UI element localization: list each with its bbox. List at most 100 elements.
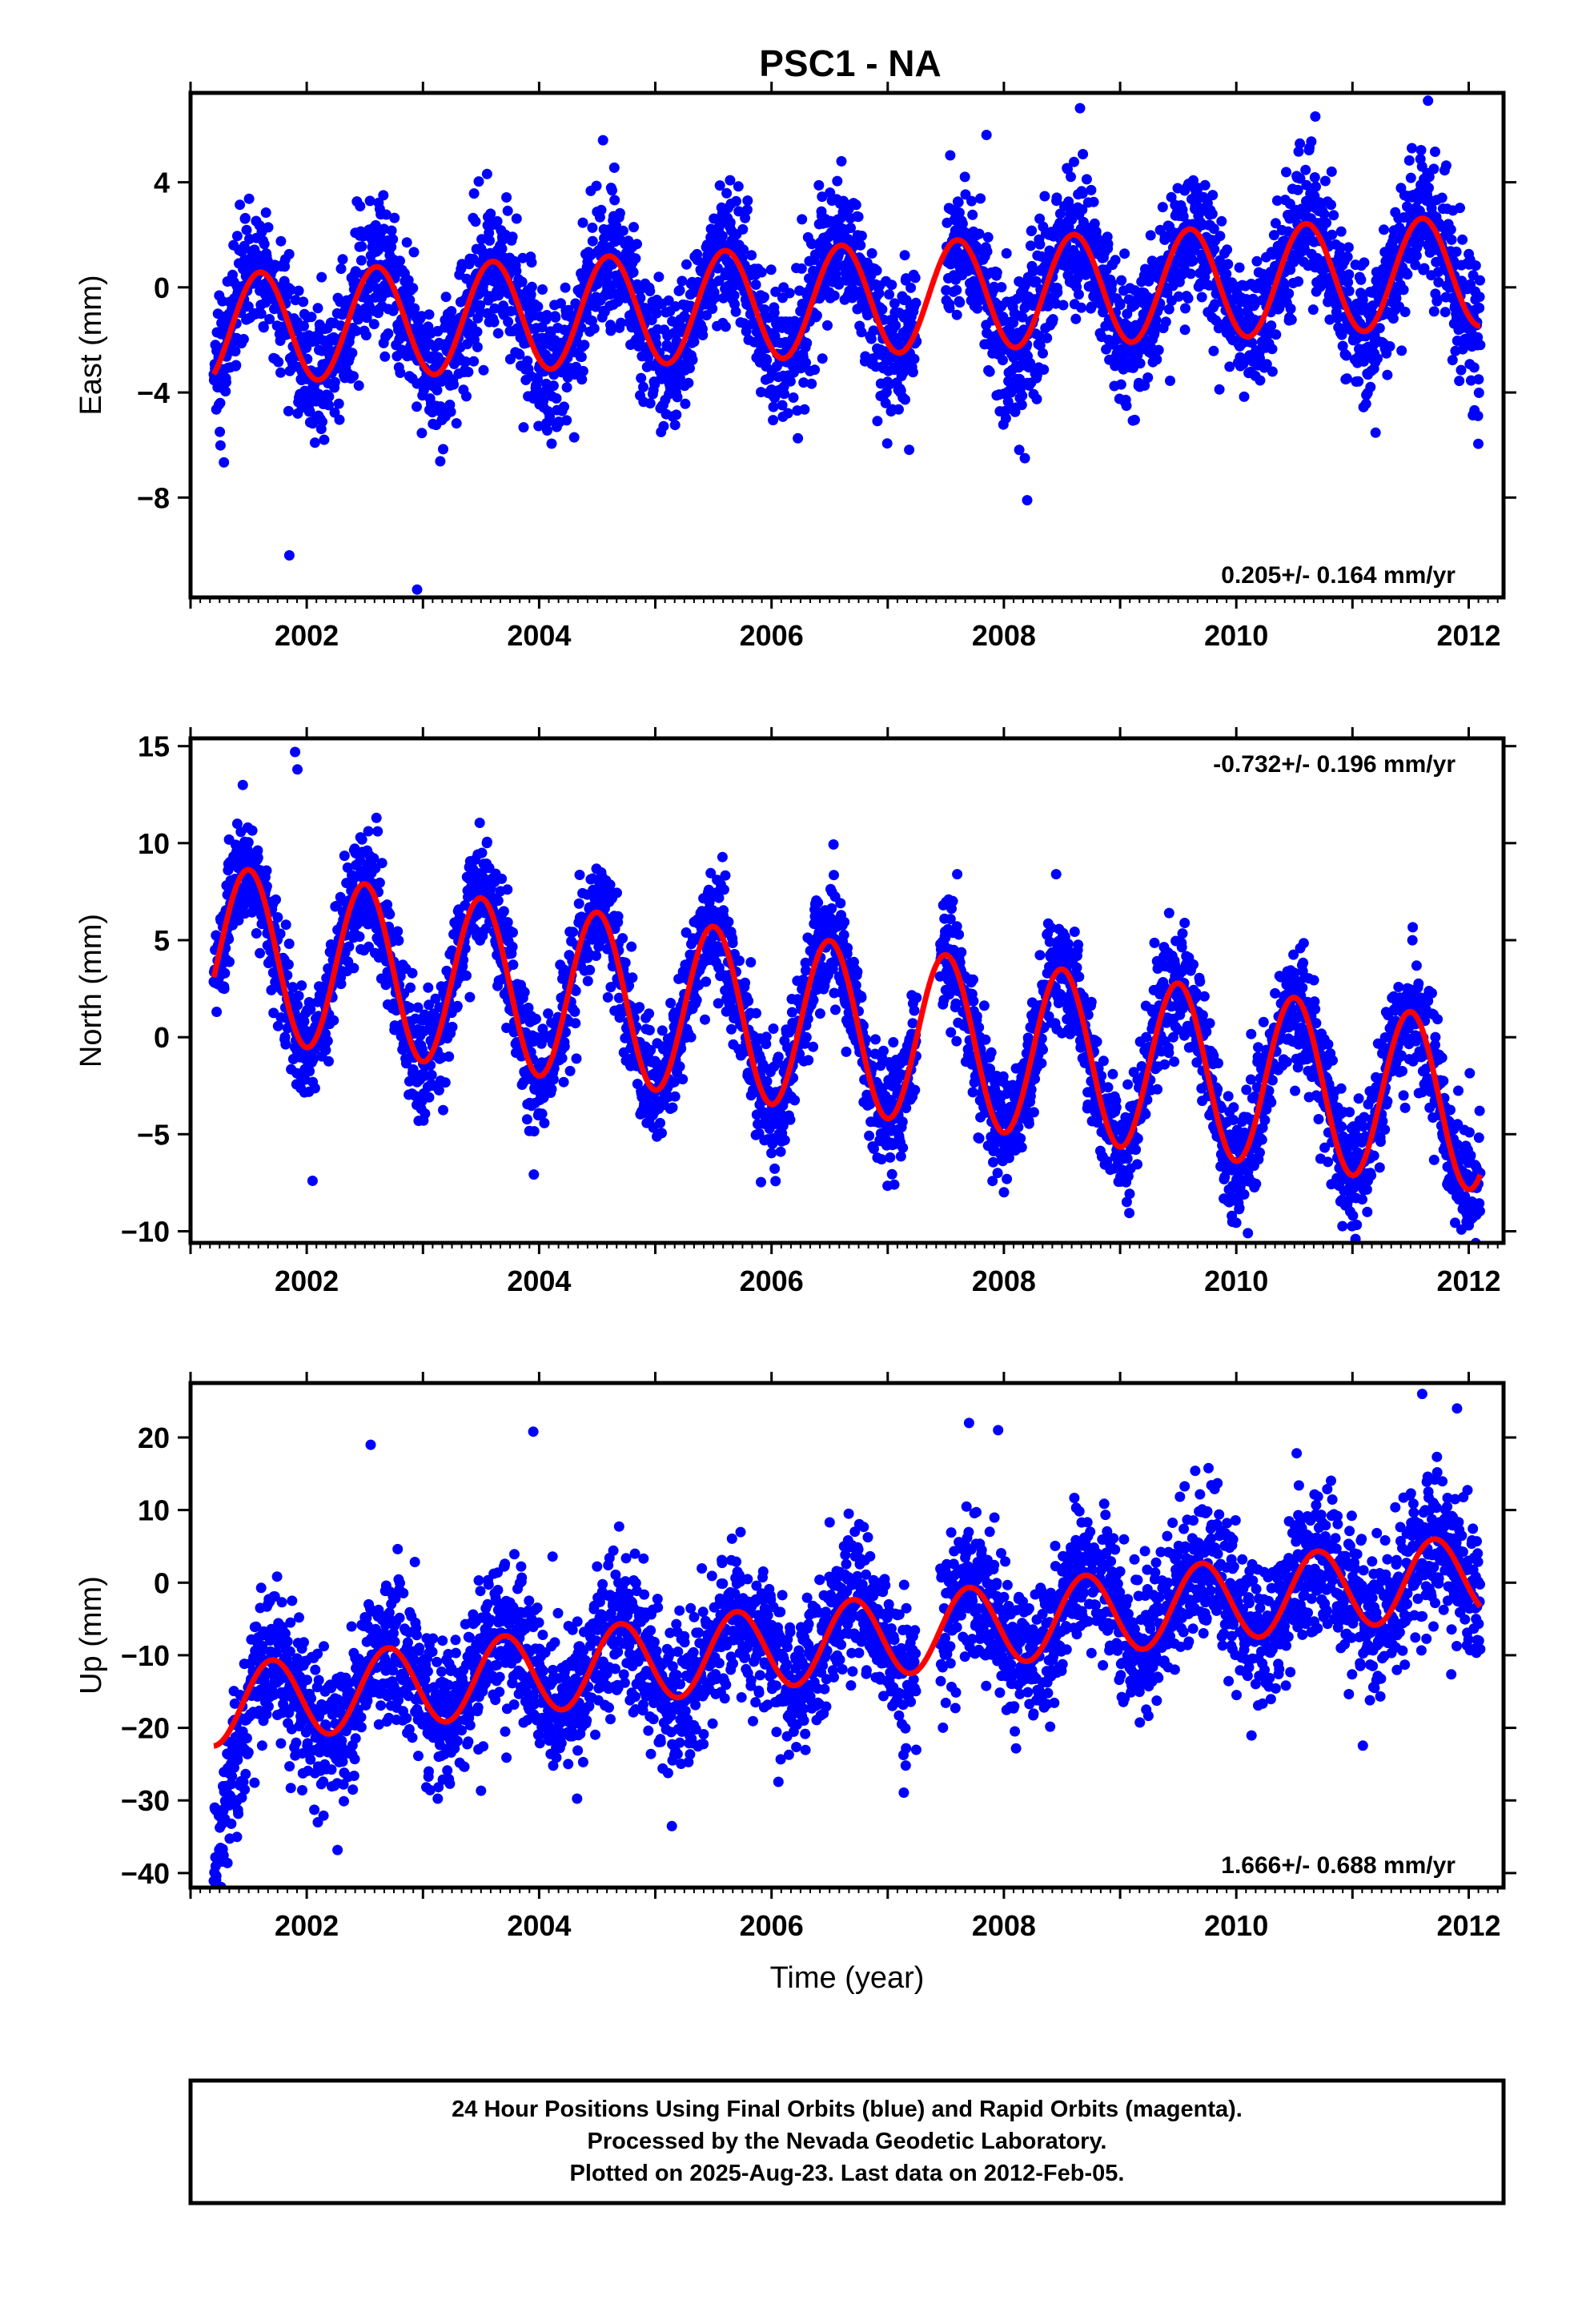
north-data-point	[440, 1077, 451, 1088]
east-data-point	[845, 223, 856, 234]
east-data-point	[1106, 278, 1118, 289]
north-data-point	[573, 898, 584, 909]
east-data-point	[1379, 224, 1389, 235]
east-data-point	[576, 352, 587, 363]
north-data-point	[559, 1041, 570, 1052]
east-data-point	[893, 404, 904, 415]
north-data-point	[420, 1108, 431, 1120]
east-data-point	[293, 285, 304, 296]
east-data-point	[1454, 376, 1465, 387]
east-data-point	[1382, 369, 1393, 380]
north-data-point	[408, 1064, 419, 1075]
east-data-point	[386, 225, 397, 236]
east-data-point	[356, 241, 367, 252]
north-data-point	[356, 834, 367, 845]
east-data-point	[1110, 255, 1121, 266]
east-data-point	[258, 322, 269, 333]
east-data-point	[1002, 396, 1014, 408]
east-data-point	[1081, 174, 1092, 185]
east-data-point	[1472, 410, 1484, 421]
north-data-point	[521, 1114, 532, 1125]
east-data-point	[1398, 284, 1409, 296]
east-data-point	[1430, 147, 1440, 157]
north-data-point	[280, 919, 291, 931]
east-data-point	[537, 284, 548, 295]
east-data-point	[1266, 320, 1277, 332]
east-data-point	[881, 438, 893, 449]
east-data-point	[685, 363, 695, 374]
east-data-point	[231, 360, 242, 371]
east-data-point	[799, 404, 810, 415]
north-data-point	[320, 1044, 331, 1055]
east-data-point	[1162, 287, 1173, 299]
east-data-point	[712, 263, 723, 274]
east-data-point	[769, 308, 780, 318]
east-data-point	[493, 290, 504, 301]
north-data-point	[305, 1004, 316, 1015]
east-data-point	[259, 239, 270, 250]
east-data-point	[669, 420, 681, 431]
east-data-point	[1439, 307, 1451, 318]
north-data-point	[299, 1016, 310, 1027]
east-data-point	[1178, 211, 1189, 222]
north-data-point	[444, 1051, 455, 1062]
east-data-point	[953, 197, 964, 208]
east-data-point	[697, 330, 709, 340]
east-data-point	[432, 384, 443, 396]
north-data-point	[582, 975, 593, 987]
east-data-point	[1014, 373, 1025, 384]
east-data-point	[389, 212, 400, 223]
north-data-point	[348, 963, 359, 974]
east-data-point	[825, 187, 836, 199]
east-data-point	[298, 296, 309, 308]
east-data-point	[478, 364, 489, 376]
north-data-point	[292, 999, 303, 1011]
north-data-point	[461, 970, 472, 981]
east-data-point	[387, 234, 399, 245]
east-data-point	[628, 222, 639, 233]
east-data-point	[364, 195, 375, 207]
east-y-tick-label: 4	[154, 167, 170, 199]
east-data-point	[304, 406, 315, 417]
east-data-point	[866, 247, 877, 259]
north-data-point	[376, 858, 387, 869]
north-data-point	[591, 951, 602, 961]
east-data-point	[412, 584, 423, 595]
north-data-point	[546, 1084, 557, 1095]
east-data-point	[1455, 203, 1465, 214]
east-data-point	[1074, 103, 1086, 114]
north-data-point	[343, 941, 355, 952]
east-data-point	[770, 286, 781, 297]
east-data-point	[551, 393, 562, 404]
east-data-point	[959, 171, 970, 183]
east-data-point	[559, 401, 569, 412]
east-data-point	[329, 376, 340, 388]
east-data-point	[424, 309, 435, 320]
east-data-point	[360, 330, 371, 341]
north-data-point	[458, 955, 469, 966]
north-data-point	[231, 818, 243, 830]
east-data-point	[1180, 303, 1191, 314]
east-data-point	[1396, 345, 1407, 356]
north-data-point	[548, 1074, 559, 1085]
east-data-point	[1402, 269, 1413, 280]
north-data-point	[219, 983, 230, 995]
east-data-point	[1432, 294, 1443, 305]
east-data-point	[671, 409, 682, 420]
north-data-point	[323, 1055, 334, 1067]
north-data-point	[251, 928, 262, 939]
east-data-point	[1255, 375, 1266, 386]
east-data-point	[967, 209, 978, 220]
east-data-point	[576, 374, 588, 385]
east-data-point	[1019, 452, 1030, 464]
east-data-point	[1145, 230, 1156, 241]
east-data-point	[798, 377, 809, 388]
east-data-point	[1014, 444, 1025, 456]
east-data-point	[1374, 323, 1385, 334]
east-data-point	[1286, 314, 1297, 325]
east-data-point	[283, 550, 295, 561]
east-data-point	[1234, 262, 1245, 273]
east-data-point	[1202, 264, 1213, 275]
east-data-point	[561, 382, 572, 393]
